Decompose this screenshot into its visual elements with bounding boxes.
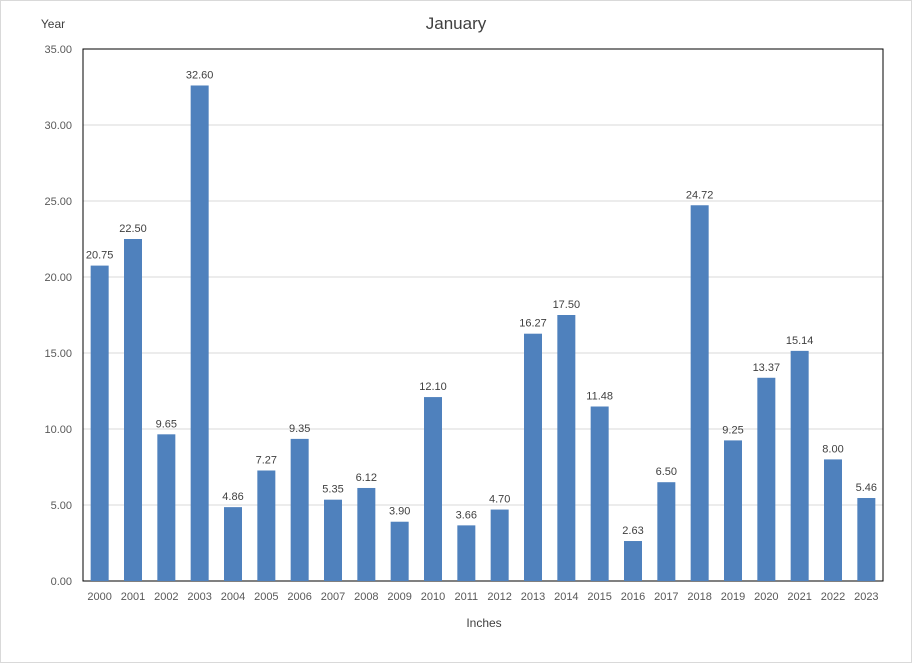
x-tick-label: 2012	[487, 591, 511, 603]
data-label-2010: 12.10	[419, 381, 447, 393]
x-tick-label: 2008	[354, 591, 378, 603]
y-tick-label: 5.00	[51, 500, 72, 512]
bar-2018	[690, 205, 709, 582]
x-tick-label: 2014	[554, 591, 578, 603]
data-label-2022: 8.00	[822, 443, 843, 455]
data-label-2002: 9.65	[156, 418, 177, 430]
bar-2021	[790, 350, 809, 581]
x-tick-label: 2020	[754, 591, 778, 603]
data-label-2014: 17.50	[553, 299, 581, 311]
x-tick-label: 2022	[821, 591, 845, 603]
x-tick-label: 2002	[154, 591, 178, 603]
bar-2013	[524, 333, 542, 581]
bars	[90, 85, 876, 582]
x-tick-label: 2015	[587, 591, 611, 603]
bar-2000	[90, 265, 109, 581]
data-label-2011: 3.66	[456, 509, 477, 521]
data-label-2017: 6.50	[656, 466, 677, 478]
bar-2010	[424, 397, 442, 581]
x-tick-label: 2004	[221, 591, 245, 603]
x-axis-ticks: 2000 2001 2002 2003 2004 2005 2006 2007 2008 2009…	[87, 591, 878, 603]
bar-2001	[124, 239, 142, 581]
x-axis-title: Inches	[466, 616, 501, 630]
bar-2022	[824, 459, 842, 581]
x-tick-label: 2005	[254, 591, 278, 603]
data-label-2005: 7.27	[256, 454, 277, 466]
y-tick-label: 30.00	[44, 120, 72, 132]
data-label-2023: 5.46	[856, 482, 877, 494]
x-tick-label: 2019	[721, 591, 745, 603]
data-label-2018: 24.72	[686, 189, 714, 201]
data-label-2020: 13.37	[753, 362, 781, 374]
data-label-2008: 6.12	[356, 472, 377, 484]
data-labels: 20.75 22.50 9.65 32.60 4.86 7.27 9.35 5.35 6.12 3…	[86, 69, 877, 537]
x-tick-label: 2018	[687, 591, 711, 603]
bar-2014	[557, 315, 576, 581]
bar-2020	[757, 377, 776, 581]
x-tick-label: 2009	[387, 591, 411, 603]
y-tick-label: 15.00	[44, 348, 72, 360]
x-tick-label: 2007	[321, 591, 345, 603]
data-label-2001: 22.50	[119, 223, 147, 235]
x-tick-label: 2003	[187, 591, 211, 603]
bar-2009	[390, 521, 409, 581]
bar-2005	[257, 470, 276, 581]
chart-title: January	[426, 14, 487, 33]
data-label-2006: 9.35	[289, 423, 310, 435]
bar-2004	[224, 507, 242, 581]
bar-2015	[590, 406, 609, 581]
gridlines	[83, 124, 883, 506]
data-label-2012: 4.70	[489, 494, 510, 506]
data-label-2021: 15.14	[786, 335, 814, 347]
data-label-2009: 3.90	[389, 506, 410, 518]
plot-area-frame	[82, 48, 884, 582]
bar-2002	[157, 434, 176, 581]
bar-2023	[857, 498, 876, 581]
y-tick-label: 0.00	[51, 576, 72, 588]
bar-2011	[457, 525, 476, 581]
bar-2007	[324, 499, 342, 581]
x-tick-label: 2006	[287, 591, 311, 603]
bar-2008	[357, 487, 376, 581]
y-tick-label: 25.00	[44, 196, 72, 208]
x-tick-label: 2013	[521, 591, 545, 603]
bar-2012	[490, 509, 509, 581]
x-tick-label: 2011	[455, 591, 479, 603]
data-label-2007: 5.35	[322, 484, 343, 496]
x-tick-label: 2001	[121, 591, 145, 603]
data-label-2016: 2.63	[622, 525, 643, 537]
x-tick-label: 2010	[421, 591, 445, 603]
x-tick-label: 2021	[787, 591, 811, 603]
data-label-2015: 11.48	[586, 391, 613, 403]
data-label-2013: 16.27	[519, 318, 547, 330]
bar-2019	[724, 440, 742, 581]
bar-2003	[190, 85, 209, 581]
data-label-2019: 9.25	[722, 424, 743, 436]
y-tick-label: 35.00	[44, 44, 72, 56]
bar-2017	[657, 482, 676, 581]
x-tick-label: 2023	[854, 591, 878, 603]
x-tick-label: 2016	[621, 591, 645, 603]
bar-2016	[624, 541, 642, 581]
y-tick-label: 20.00	[44, 272, 72, 284]
data-label-2004: 4.86	[222, 491, 243, 503]
data-label-2003: 32.60	[186, 69, 214, 81]
y-axis-title: Year	[41, 17, 65, 31]
y-axis-ticks: 0.00 5.00 10.00 15.00 20.00 25.00 30.00 35.00	[44, 44, 72, 588]
x-tick-label: 2017	[654, 591, 678, 603]
x-tick-label: 2000	[87, 591, 111, 603]
data-label-2000: 20.75	[86, 250, 114, 262]
y-tick-label: 10.00	[44, 424, 72, 436]
bar-2006	[290, 438, 309, 581]
